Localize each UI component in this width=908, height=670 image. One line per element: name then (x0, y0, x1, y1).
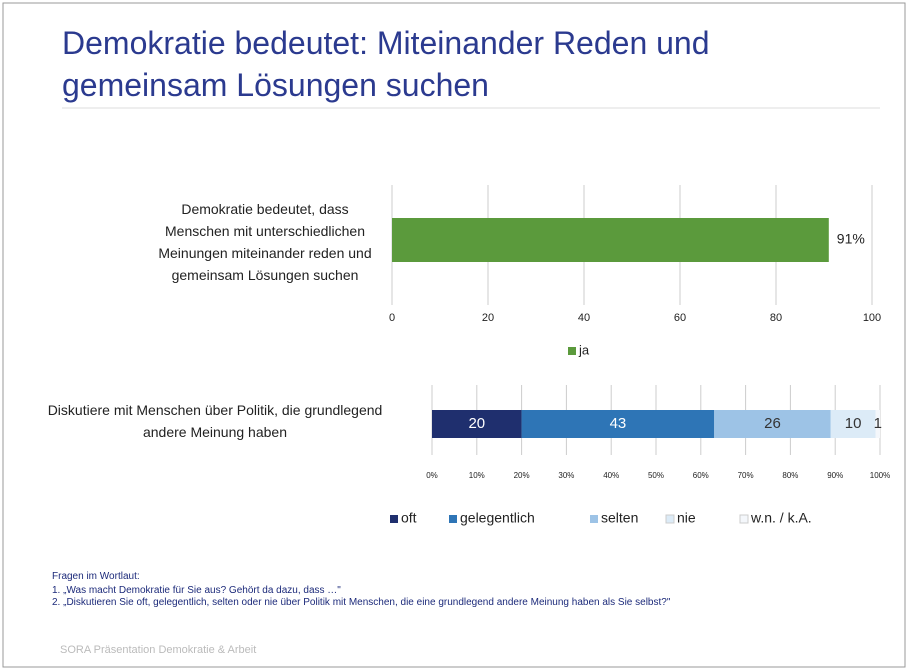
x-tick-label: 50% (648, 471, 664, 480)
x-tick-label: 20 (482, 312, 494, 324)
value-label: 1 (874, 415, 882, 432)
legend-label: gelegentlich (460, 510, 535, 526)
x-tick-label: 70% (738, 471, 754, 480)
slide-title: Demokratie bedeutet: Miteinander Reden u… (62, 25, 710, 103)
legend-label: ja (578, 342, 590, 357)
bar-segment (875, 410, 880, 438)
x-tick-label: 60 (674, 312, 686, 324)
legend-label: w.n. / k.A. (750, 510, 812, 526)
legend-swatch (449, 515, 457, 523)
legend-swatch (590, 515, 598, 523)
x-tick-label: 40% (603, 471, 619, 480)
x-tick-label: 60% (693, 471, 709, 480)
legend-swatch (665, 514, 675, 524)
note: 2. „Diskutieren Sie oft, gelegentlich, s… (52, 597, 671, 608)
category-label: Demokratie bedeutet, dass Menschen mit u… (158, 201, 372, 283)
legend-swatch (739, 514, 749, 524)
x-tick-label: 30% (558, 471, 574, 480)
bar-segment (714, 410, 831, 438)
value-label: 43 (610, 415, 627, 432)
x-tick-label: 0 (389, 312, 395, 324)
x-tick-label: 0% (426, 471, 438, 480)
bar-segment (521, 410, 715, 438)
legend-label: oft (401, 510, 417, 526)
bar (392, 218, 829, 262)
x-tick-label: 20% (514, 471, 530, 480)
note: Fragen im Wortlaut: (52, 571, 140, 582)
x-tick-label: 90% (827, 471, 843, 480)
x-tick-label: 100% (870, 471, 890, 480)
legend-label: nie (677, 510, 696, 526)
category-label: Diskutiere mit Menschen über Politik, di… (47, 402, 383, 440)
x-tick-label: 10% (469, 471, 485, 480)
x-tick-label: 100 (863, 312, 881, 324)
note: 1. „Was macht Demokratie für Sie aus? Ge… (52, 585, 341, 596)
bar-segment (830, 410, 876, 438)
legend-swatch (390, 515, 398, 523)
x-tick-label: 80 (770, 312, 782, 324)
x-tick-label: 80% (782, 471, 798, 480)
legend-swatch (568, 347, 576, 355)
value-label: 20 (468, 415, 485, 432)
value-label: 91% (837, 231, 865, 247)
value-label: 26 (764, 415, 781, 432)
x-tick-label: 40 (578, 312, 590, 324)
legend-label: selten (601, 510, 638, 526)
bar-segment (432, 410, 522, 438)
footer: SORA Präsentation Demokratie & Arbeit (60, 644, 256, 656)
value-label: 10 (845, 415, 862, 432)
